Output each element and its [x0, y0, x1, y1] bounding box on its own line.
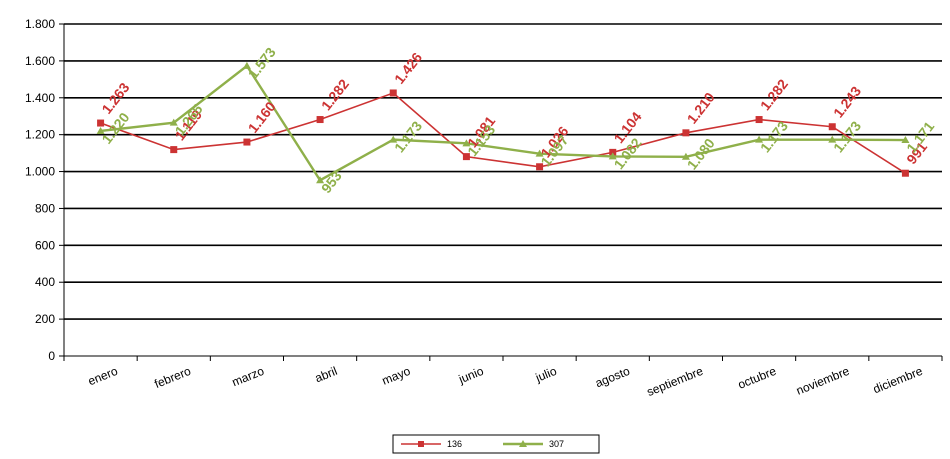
grid-lines [64, 23, 942, 357]
series-line-307 [100, 64, 906, 182]
x-tick-label: marzo [230, 364, 266, 390]
x-tick-label: enero [86, 364, 120, 389]
y-tick-label: 1.200 [25, 128, 55, 142]
data-label: 1.282 [318, 76, 352, 114]
legend-box [392, 434, 600, 454]
x-tick-label: febrero [152, 364, 193, 391]
point-marker [389, 89, 397, 97]
legend: 136 307 [392, 434, 600, 454]
point-marker [389, 135, 398, 143]
data-label: 1.080 [684, 135, 718, 173]
legend-label: 307 [549, 439, 564, 449]
y-tick-label: 800 [35, 201, 55, 215]
data-label: 1.426 [391, 49, 425, 87]
y-tick-label: 200 [35, 312, 55, 326]
x-tick-label: abril [313, 364, 339, 385]
data-label: 1.282 [757, 76, 791, 114]
legend-marker [519, 440, 527, 447]
y-tick-label: 1.000 [25, 165, 55, 179]
x-tick-label: septiembre [645, 364, 706, 399]
data-label: 1.173 [757, 118, 791, 156]
point-marker [535, 149, 544, 157]
y-tick-label: 600 [35, 238, 55, 252]
point-marker [316, 176, 325, 184]
y-tick-label: 400 [35, 275, 55, 289]
y-tick-label: 1.400 [25, 91, 55, 105]
y-tick-label: 0 [48, 349, 55, 363]
point-marker [901, 136, 910, 144]
point-marker [242, 61, 251, 69]
point-marker [755, 116, 763, 124]
point-marker [755, 135, 764, 143]
x-tick-label: mayo [380, 364, 413, 388]
point-marker [609, 148, 617, 156]
point-marker [170, 146, 178, 154]
series-group [96, 61, 910, 184]
x-tick-label: octubre [736, 364, 779, 392]
point-marker [536, 163, 544, 171]
y-tick-label: 1.800 [25, 17, 55, 31]
point-marker [681, 152, 690, 160]
x-tick-label: julio [533, 364, 559, 385]
x-axis: enero febrero marzo abril mayo junio julio agos… [63, 355, 943, 399]
x-tick-label: junio [456, 364, 486, 387]
data-label: 1.573 [245, 44, 279, 82]
data-label: 1.243 [830, 83, 864, 121]
point-marker [608, 152, 617, 160]
y-tick-label: 1.600 [25, 54, 55, 68]
point-marker [169, 118, 178, 126]
data-label: 1.173 [391, 118, 425, 156]
point-marker [462, 139, 471, 147]
point-marker [828, 123, 836, 131]
point-marker [828, 135, 837, 143]
point-marker [97, 119, 105, 127]
data-label: 1.210 [684, 89, 718, 127]
x-tick-label: agosto [593, 364, 632, 391]
point-marker [96, 126, 105, 134]
x-tick-label: noviembre [794, 364, 851, 398]
data-label: 1.160 [245, 98, 279, 136]
point-marker [901, 169, 909, 177]
series-line-136 [100, 92, 906, 174]
point-marker [462, 153, 470, 161]
legend-label: 136 [447, 439, 462, 449]
legend-marker [418, 441, 424, 447]
y-axis: 0 200 400 600 800 1.000 1.200 1.400 1.600 1.800 [25, 17, 65, 363]
point-marker [316, 116, 324, 124]
point-marker [243, 138, 251, 146]
point-marker [682, 129, 690, 137]
x-tick-label: diciembre [871, 364, 925, 397]
